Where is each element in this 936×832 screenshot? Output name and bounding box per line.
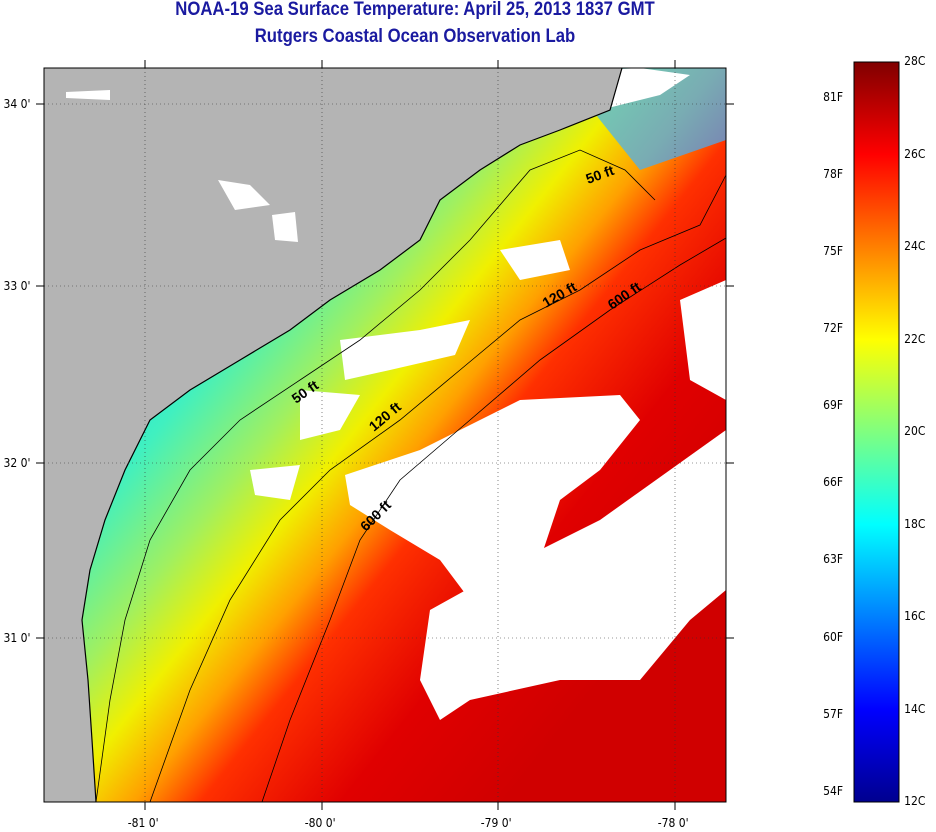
colorbar-celsius-label: 20C (904, 424, 926, 438)
colorbar-fahrenheit-label: 75F (823, 244, 844, 259)
colorbar-celsius-label: 26C (904, 146, 926, 161)
contour-50ft (95, 149, 656, 802)
land (44, 68, 622, 802)
colorbar-fahrenheit-label: 60F (823, 629, 844, 644)
map-frame (43, 67, 727, 803)
lat-label: 33 0' (3, 279, 31, 293)
colorbar-celsius-label: 12C (904, 794, 926, 808)
colorbar-celsius-label: 18C (904, 516, 926, 531)
colorbar-celsius-label: 28C (904, 54, 926, 68)
colorbar-fahrenheit-label: 81F (823, 89, 844, 104)
map-subtitle: Rutgers Coastal Ocean Observation Lab (254, 26, 576, 47)
colorbar-fahrenheit-label: 57F (823, 706, 844, 721)
colorbar-fahrenheit-label: 54F (823, 783, 844, 798)
lon-label: -80 0' (304, 816, 336, 830)
colorbar-celsius-label: 16C (904, 609, 926, 623)
lon-label: -79 0' (480, 816, 512, 830)
land-cloud-mask (66, 90, 298, 242)
colorbar-fahrenheit-label: 78F (823, 167, 844, 182)
contour-600ft (261, 237, 726, 802)
colorbar-celsius-label: 24C (904, 239, 926, 253)
cloud-mask (250, 68, 726, 720)
map-title: NOAA-19 Sea Surface Temperature: April 2… (175, 0, 655, 20)
colorbar-celsius-label: 22C (904, 331, 926, 346)
colorbar-fahrenheit-label: 63F (823, 552, 844, 567)
colorbar (853, 61, 900, 803)
colorbar-fahrenheit-label: 69F (823, 398, 844, 413)
gridlines (44, 68, 726, 802)
colorbar-celsius-label: 14C (904, 701, 926, 716)
lon-label: -78 0' (657, 816, 689, 830)
axis-ticks (36, 60, 734, 810)
colorbar-fahrenheit-label: 66F (823, 475, 844, 490)
contour-120ft (149, 174, 726, 802)
lat-label: 34 0' (3, 97, 31, 111)
coastline (81, 68, 623, 802)
lat-label: 32 0' (3, 456, 31, 470)
colorbar-fahrenheit-label: 72F (823, 321, 844, 336)
lon-label: -81 0' (127, 816, 159, 830)
lat-label: 31 0' (3, 631, 31, 645)
